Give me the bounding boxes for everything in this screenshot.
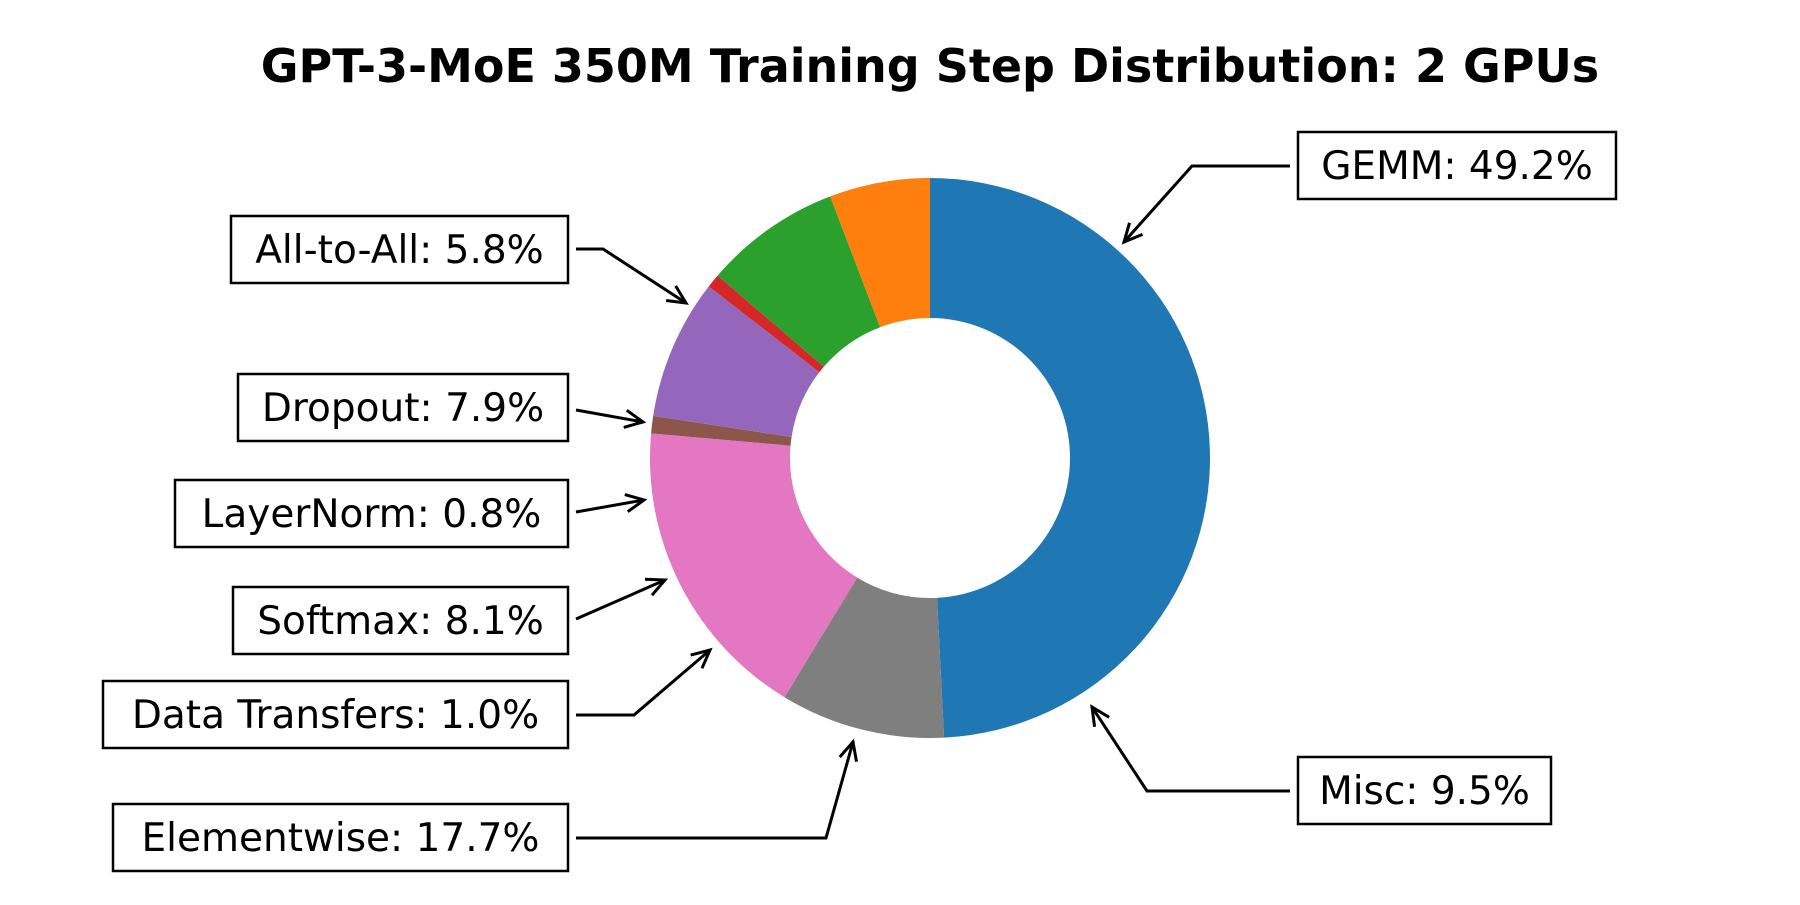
slice-label: Softmax: 8.1% [257,599,544,644]
arrowhead [838,738,858,762]
chart-title: GPT-3-MoE 350M Training Step Distributio… [261,39,1599,93]
slice-label: Data Transfers: 1.0% [132,693,539,738]
leader-line [576,247,687,305]
callout-box [236,372,570,443]
leader-line [575,408,644,424]
arrowhead [690,647,713,669]
callout-softmax: Softmax: 8.1% [231,577,669,656]
arrowhead [624,493,648,513]
callout-box [173,478,570,549]
arrowhead [623,409,647,429]
callout-box [1296,755,1553,826]
callout-box [231,585,570,656]
slice-label: Dropout: 7.9% [262,386,544,431]
callout-data-transfers: Data Transfers: 1.0% [101,647,713,750]
callouts-layer: GEMM: 49.2% Misc: 9.5% Elementwise: 17.7% D… [101,130,1618,873]
slice-softmax [653,286,820,437]
callout-elementwise: Elementwise: 17.7% [111,738,858,873]
slice-label: Elementwise: 17.7% [142,816,540,861]
slice-label: All-to-All: 5.8% [255,228,543,273]
arrowhead [1121,222,1144,245]
slice-dropout [717,196,881,367]
leader-line [1122,164,1290,244]
callout-gemm: GEMM: 49.2% [1121,130,1618,245]
slice-label: Misc: 9.5% [1319,769,1530,814]
arrowhead [1090,704,1110,728]
callout-box [229,214,570,285]
slice-label: LayerNorm: 0.8% [202,492,542,537]
callout-dropout: Dropout: 7.9% [236,372,647,443]
slices-layer [650,178,1211,738]
callout-box [111,802,570,873]
leader-line [1090,706,1290,793]
leader-line [575,498,645,514]
slice-all-to-all [830,178,930,328]
leader-line [576,741,855,840]
slice-misc [784,577,945,738]
callout-box [101,679,570,750]
slice-layernorm [708,275,824,373]
slice-gemm [930,178,1211,738]
slice-label: GEMM: 49.2% [1321,144,1593,189]
callout-layernorm: LayerNorm: 0.8% [173,478,648,549]
arrowhead [644,577,669,597]
callout-box [1296,130,1618,201]
callout-all-to-all: All-to-All: 5.8% [229,214,689,305]
arrowhead [665,285,689,305]
slice-elementwise [650,433,858,698]
leader-line [575,578,666,621]
callout-misc: Misc: 9.5% [1090,704,1553,826]
slice-data-transfers [651,415,792,446]
leader-line [576,648,711,717]
